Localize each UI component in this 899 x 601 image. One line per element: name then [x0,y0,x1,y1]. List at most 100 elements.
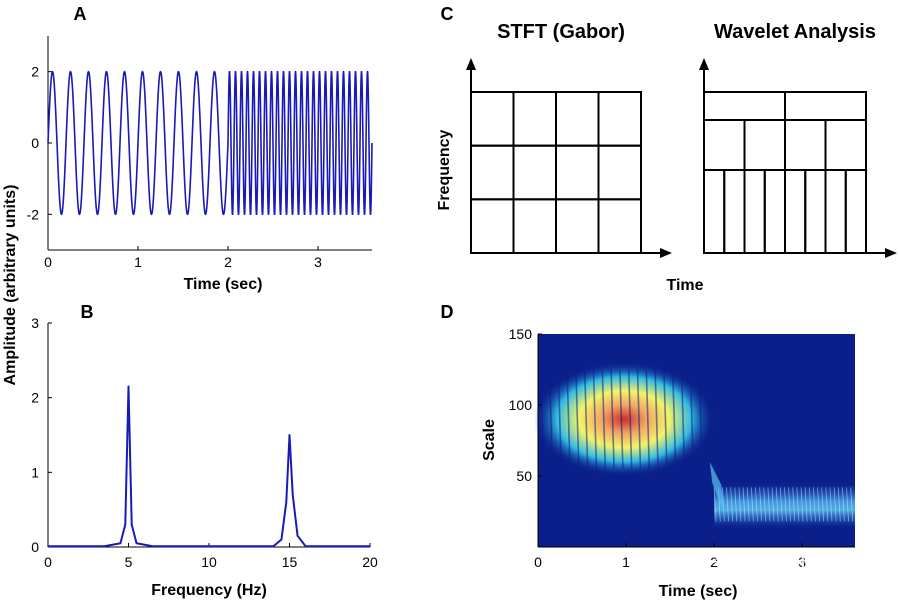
panel-b-point [304,545,307,548]
scalogram-striation [601,369,607,469]
scalogram-striation [566,369,571,469]
panel-c-ylabel: Frequency [436,129,453,210]
scalogram-striation [680,369,686,469]
scalogram-striation [654,369,659,469]
panel-b-point [296,535,299,537]
panel-d-xtick-label: 2 [710,554,718,570]
stft-cell [470,91,515,147]
scalogram-low-striation [713,487,717,522]
stft-cell [470,144,515,201]
panel-d: D 0 1 2 3 50 100 150 Scale Time (sec) 知乎 @Joey… [441,302,855,600]
panel-b-letter: B [81,302,94,322]
wavelet-cell [824,119,867,171]
wavelet-cell [804,169,827,254]
scalogram-striation [619,369,624,469]
panel-b-ytick-label: 0 [31,539,39,555]
scalogram-low-striation [837,487,841,522]
panel-a-ytick-label: -2 [27,206,40,222]
panel-d-ytick-label: 150 [509,326,533,342]
stft-cell [512,91,557,147]
wavelet-cell [824,169,847,254]
panel-b-spectrum-line [48,385,370,548]
stft-cell [555,91,600,147]
scalogram-low-striation [734,487,738,522]
wavelet-cell [723,169,746,254]
scalogram-striation [689,369,695,469]
panel-a: A 0 1 2 3 -2 0 2 Time (sec) [27,4,373,293]
panel-b-point [127,385,130,388]
panel-d-xtick-label: 0 [534,554,542,570]
panel-a-series-1 [47,70,229,216]
panel-b-point [291,493,294,496]
wavelet-cell [743,169,766,254]
scalogram-low-striation [800,487,804,522]
scalogram-low-striation [759,487,763,522]
wavelet-title: Wavelet Analysis [714,21,876,43]
scalogram-low-striation [833,487,837,522]
panel-d-letter: D [441,302,454,322]
scalogram-striation [663,369,668,469]
panel-b-point [151,545,154,548]
scalogram-transition [709,461,725,516]
scalogram-striation [575,369,580,469]
panel-b-point [103,545,106,548]
scalogram-low-striation [763,487,767,522]
stft-grid [470,91,642,254]
scalogram-low-striation [808,487,812,522]
panel-a-xtick-label: 2 [224,254,232,270]
wavelet-cell [844,169,867,254]
panel-b-xtick-label: 10 [201,554,217,570]
stft-cell [597,91,642,147]
scalogram-low-striation [829,487,833,522]
wavelet-cell [763,169,786,254]
panel-b-xtick-label: 15 [282,554,298,570]
panel-d-xlabel: Time (sec) [659,583,738,600]
stft-cell [597,144,642,201]
panel-a-axes: 0 1 2 3 -2 0 2 [27,36,373,270]
panel-b-axes: 0 5 10 15 20 0 1 2 3 [31,315,378,570]
panel-b-xlabel: Frequency (Hz) [151,582,267,599]
scalogram-low-striation [825,487,829,522]
stft-cell [470,198,515,254]
panel-b-point [272,545,275,548]
scalogram-low-striation [775,487,779,522]
panel-b-point [135,542,138,545]
scalogram-low-striation [726,487,729,522]
panel-b-xtick-label: 5 [125,554,133,570]
scalogram-striation [539,369,545,469]
scalogram-striation [627,369,633,469]
scalogram-low-striation [742,487,746,522]
scalogram-striation [645,369,651,469]
stft-cell [512,198,557,254]
panel-a-series-2 [227,71,373,215]
panel-d-axes: 0 1 2 3 50 100 150 [509,326,855,570]
wavelet-cell [743,119,786,171]
stft-title: STFT (Gabor) [497,21,625,43]
panel-b-point [47,545,49,548]
panel-b: B 0 5 10 15 20 0 1 2 3 Frequency (Hz) [31,302,378,599]
scalogram-striation [698,369,703,469]
scalogram-striation [610,369,615,469]
panel-b-point [130,523,133,526]
panel-b-point [280,538,283,541]
panel-b-point [119,542,122,545]
stft-cell [597,198,642,254]
scalogram-low-striation [842,487,845,522]
wavelet-axes [699,58,897,258]
scalogram-low-striation [755,487,758,522]
wavelet-cell [703,169,726,254]
scalogram-low-striation [771,487,775,522]
panel-d-ylabel: Scale [481,419,498,461]
scalogram-low-striation [779,487,783,522]
scalogram-low-striation [738,487,742,522]
panel-b-xtick-label: 20 [362,554,378,570]
scalogram-striation [636,369,642,469]
panel-d-ytick-label: 50 [516,468,532,484]
scalogram-striation [707,369,712,469]
panel-c-letter: C [441,4,454,24]
watermark: 知乎 @JoeyBG [691,549,829,573]
scalogram-low-striation [730,487,734,522]
scalogram-low-striation [788,487,792,522]
panel-a-xtick-label: 1 [134,254,142,270]
stft-cell [555,144,600,201]
